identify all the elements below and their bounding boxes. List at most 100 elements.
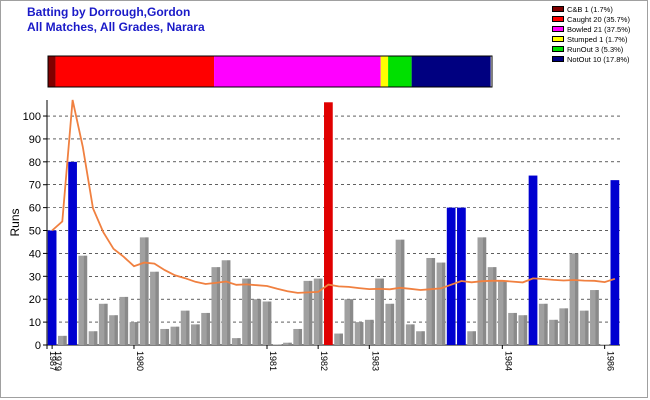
innings-bar-shade <box>390 303 395 345</box>
innings-bar-shade <box>135 322 139 345</box>
innings-bar-shade <box>523 315 528 345</box>
innings-bar-shade <box>308 280 313 345</box>
innings-bar-shade <box>165 328 170 345</box>
innings-bar <box>191 324 200 345</box>
legend-label: Caught 20 (35.7%) <box>567 14 630 24</box>
innings-bar <box>283 342 292 345</box>
y-tick-label: 10 <box>29 317 41 329</box>
y-tick-label: 40 <box>29 248 41 260</box>
innings-bar-shade <box>196 324 200 345</box>
innings-bar <box>426 257 436 345</box>
innings-bar <box>538 303 548 345</box>
innings-bar-shade <box>155 271 159 345</box>
innings-bar <box>590 290 599 345</box>
innings-bar <box>57 335 67 345</box>
innings-bar <box>98 303 108 345</box>
innings-bar-shade <box>441 262 446 345</box>
innings-bar <box>436 262 446 345</box>
innings-bar <box>559 308 569 345</box>
year-label: 1980 <box>135 351 145 371</box>
innings-bar-shade <box>431 257 436 345</box>
y-tick-label: 90 <box>29 134 41 146</box>
y-tick-label: 60 <box>29 203 41 215</box>
innings-bar <box>88 331 98 345</box>
innings-bar <box>579 310 589 345</box>
year-label: 1981 <box>268 351 278 371</box>
legend-swatch <box>552 46 564 52</box>
legend-item: RunOut 3 (5.3%) <box>552 44 630 54</box>
legend-item: Bowled 21 (37.5%) <box>552 24 630 34</box>
innings-bar-shade <box>216 267 221 345</box>
innings-bar <box>170 326 180 345</box>
innings-bar-shade <box>482 237 487 345</box>
y-tick-label: 80 <box>29 157 41 169</box>
innings-bar-shade <box>278 344 282 345</box>
innings-bar <box>242 278 251 345</box>
innings-bar <box>47 230 57 345</box>
innings-bar-shade <box>421 331 425 345</box>
innings-bar-shade <box>288 342 292 345</box>
innings-bar <box>364 319 374 345</box>
innings-bar <box>569 253 579 345</box>
year-label: 1983 <box>370 351 380 371</box>
innings-bar-shade <box>247 278 251 345</box>
innings-bar-shade <box>124 296 129 345</box>
innings-bar-shade <box>411 324 415 345</box>
innings-bar <box>518 315 528 345</box>
innings-bar-shade <box>175 326 180 345</box>
dismissal-segment <box>380 56 389 87</box>
legend-label: Stumped 1 (1.7%) <box>567 34 628 44</box>
innings-bar <box>272 344 282 345</box>
innings-bar-shade <box>114 315 118 345</box>
innings-bar <box>549 319 558 345</box>
innings-bar <box>313 278 323 345</box>
year-label: 1984 <box>503 351 513 371</box>
innings-bar-shade <box>63 335 67 345</box>
dismissal-segment <box>388 56 412 87</box>
innings-bar <box>68 161 77 345</box>
innings-bar <box>119 296 129 345</box>
innings-bar <box>211 267 221 345</box>
innings-bar <box>262 301 272 345</box>
innings-bar <box>160 328 170 345</box>
innings-bar-shade <box>349 299 354 345</box>
innings-bar-shade <box>186 310 190 345</box>
innings-bar-shade <box>268 301 272 345</box>
innings-bar-shade <box>493 267 497 345</box>
innings-bar-shade <box>554 319 558 345</box>
innings-bar <box>231 338 241 345</box>
innings-bar-shade <box>472 331 476 345</box>
innings-bar-shade <box>370 319 374 345</box>
innings-bar-shade <box>237 338 241 345</box>
year-label: 1982 <box>319 351 329 371</box>
innings-bar-shade <box>319 278 323 345</box>
year-label: 1987 <box>48 351 58 371</box>
innings-bar <box>354 322 364 345</box>
chart-title: Batting by Dorrough,Gordon <box>27 5 191 19</box>
y-tick-label: 20 <box>29 294 41 306</box>
innings-bar <box>467 331 476 345</box>
innings-bar-shade <box>503 280 507 345</box>
innings-bar <box>180 310 190 345</box>
innings-bar-shade <box>595 290 599 345</box>
innings-bar-shade <box>544 303 548 345</box>
innings-bar <box>303 280 313 345</box>
year-label: 1986 <box>606 351 616 371</box>
innings-bar-shade <box>206 312 210 345</box>
legend-label: C&B 1 (1.7%) <box>567 4 613 14</box>
innings-bar <box>477 237 487 345</box>
innings-bar-shade <box>83 255 88 345</box>
innings-bar <box>405 324 415 345</box>
innings-bar-shade <box>94 331 98 345</box>
year-label: 1979 <box>53 351 63 371</box>
legend-item: C&B 1 (1.7%) <box>552 4 630 14</box>
innings-bar-shade <box>585 310 589 345</box>
legend-label: NotOut 10 (17.8%) <box>567 54 630 64</box>
innings-bar <box>139 237 149 345</box>
legend-item: Caught 20 (35.7%) <box>552 14 630 24</box>
legend-swatch <box>552 36 564 42</box>
innings-bar <box>221 260 231 345</box>
dismissal-strip-border <box>47 55 493 88</box>
